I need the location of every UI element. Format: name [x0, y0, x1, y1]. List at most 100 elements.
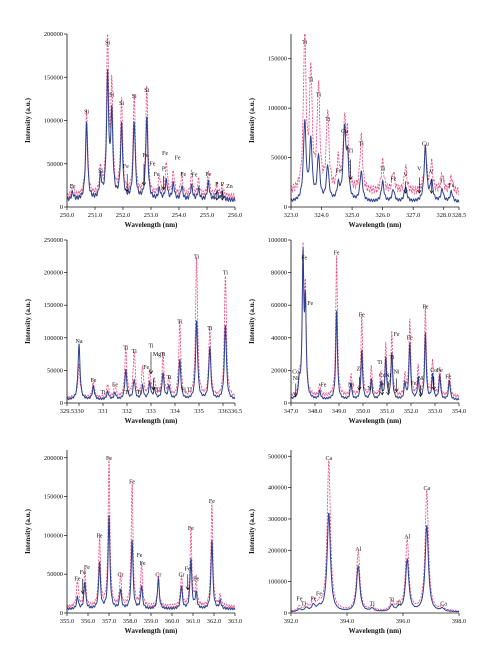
peak-label: Ni: [293, 376, 299, 382]
peak-label: Ti: [148, 344, 153, 350]
peak-label: Si: [144, 88, 149, 94]
peak-label: Co: [292, 370, 299, 376]
spectrum-red-series: [290, 242, 460, 398]
peak-label: Ti: [308, 77, 313, 83]
peak-label: Ti: [389, 355, 394, 361]
peak-label: Fe: [209, 499, 215, 505]
x-tick-label: 363.0: [228, 618, 242, 625]
x-tick-label: 352.0: [404, 408, 418, 415]
peak-label: Ti: [166, 375, 171, 381]
arrow-head: [429, 190, 434, 194]
y-axis-label: Intensity (a.u.): [248, 298, 256, 344]
x-tick-label: 398.0: [452, 618, 466, 625]
arrow-head: [386, 391, 391, 396]
x-tick-label: 362.0: [207, 618, 221, 625]
peak-label: Co: [430, 368, 437, 374]
peak-label: Fe: [394, 332, 400, 338]
peak-label: Mg: [153, 352, 161, 358]
peak-label: Ti: [124, 390, 129, 396]
y-tick-label: 100000: [268, 237, 287, 244]
spectrum-blue-series: [290, 247, 460, 401]
peak-label: Ti: [359, 142, 364, 148]
y-tick-label: 200000: [44, 31, 63, 38]
y-axis-label: Intensity (a.u.): [248, 97, 256, 143]
y-tick-label: 20000: [271, 367, 287, 374]
peak-label: Ti: [123, 346, 128, 352]
peak-label: V: [403, 172, 408, 178]
x-tick-label: 328.0: [437, 212, 451, 219]
peak-label: Fe: [84, 565, 90, 571]
x-tick-label: 331: [98, 408, 108, 415]
y-tick-label: 200000: [44, 455, 63, 462]
peak-label: Na: [76, 339, 83, 345]
peak-label: Ni: [385, 373, 391, 379]
x-tick-label: 347.0: [284, 408, 298, 415]
peak-label: Fe: [334, 251, 340, 257]
y-tick-label: 150000: [44, 494, 63, 501]
peak-label: Ti: [177, 319, 182, 325]
spectrum-red-series: [66, 257, 236, 400]
y-tick-label: 0: [60, 610, 63, 617]
peak-label: Ti: [223, 271, 228, 277]
x-tick-label: 350.0: [356, 408, 370, 415]
peak-label: Fe: [106, 456, 112, 462]
x-tick-label: 396.0: [396, 618, 410, 625]
peak-label: Cr: [155, 573, 161, 579]
arrow-head: [220, 196, 225, 201]
x-tick-label: 360.0: [165, 618, 179, 625]
peak-label: Ti: [132, 349, 137, 355]
x-tick-label: 328.5: [452, 212, 466, 219]
x-tick-label: 332: [122, 408, 132, 415]
peak-label: Si: [109, 92, 114, 98]
y-tick-label: 400000: [268, 485, 287, 492]
peak-label: Ti: [100, 390, 105, 396]
spectrum-red-series: [290, 460, 459, 612]
peak-label: Si: [132, 94, 137, 100]
x-axis-label: Wavelength (nm): [125, 627, 179, 635]
peak-label: Ti: [377, 360, 382, 366]
peak-label: Fe: [407, 335, 413, 341]
x-tick-label: 353.0: [428, 408, 442, 415]
arrow-head: [80, 590, 85, 595]
x-tick-label: 256.0: [228, 212, 242, 219]
y-tick-label: 150000: [44, 302, 63, 309]
peak-label: Fe: [90, 378, 96, 384]
peak-label: Fe: [422, 304, 428, 310]
peak-label: Ti: [370, 601, 375, 607]
y-tick-label: 50000: [47, 367, 63, 374]
peak-label: Ti: [181, 387, 186, 393]
spectrum-blue-series: [290, 119, 460, 203]
peak-label: Cr: [178, 573, 184, 579]
peak-label: Fe: [445, 375, 451, 381]
peak-label: Ti: [396, 601, 401, 607]
peak-label: Fe: [191, 173, 197, 179]
peak-label: Fe: [335, 168, 341, 174]
peak-label: Fe: [97, 534, 103, 540]
peak-label: Fe: [123, 164, 129, 170]
x-tick-label: 392.0: [284, 618, 298, 625]
x-tick-label: 356.0: [81, 618, 95, 625]
peak-label: Ti: [136, 390, 141, 396]
peak-label: Ti: [187, 387, 192, 393]
peak-label: Si: [98, 168, 103, 174]
peak-label: Fe: [410, 381, 416, 387]
spectrum-blue-series: [66, 320, 236, 401]
x-tick-label: 329.5: [60, 408, 74, 415]
peak-label: Ti: [156, 387, 161, 393]
y-axis-label: Intensity (a.u.): [24, 508, 32, 554]
peak-label: Fe: [316, 591, 322, 597]
arrow-head: [161, 186, 166, 191]
peak-label: Ti: [194, 254, 199, 260]
peak-label: Ca: [440, 601, 447, 607]
peak-label: Fe: [162, 151, 168, 157]
arrow-head: [357, 386, 362, 391]
peak-label: Ti: [389, 598, 394, 604]
x-tick-label: 355.0: [60, 618, 74, 625]
spectrum-blue-series: [290, 512, 460, 613]
y-tick-label: 40000: [271, 335, 287, 342]
peak-label: Fe: [70, 184, 76, 190]
peak-label: Cu: [422, 142, 429, 148]
arrow-head: [431, 386, 436, 391]
peak-label: Ni: [418, 376, 424, 382]
